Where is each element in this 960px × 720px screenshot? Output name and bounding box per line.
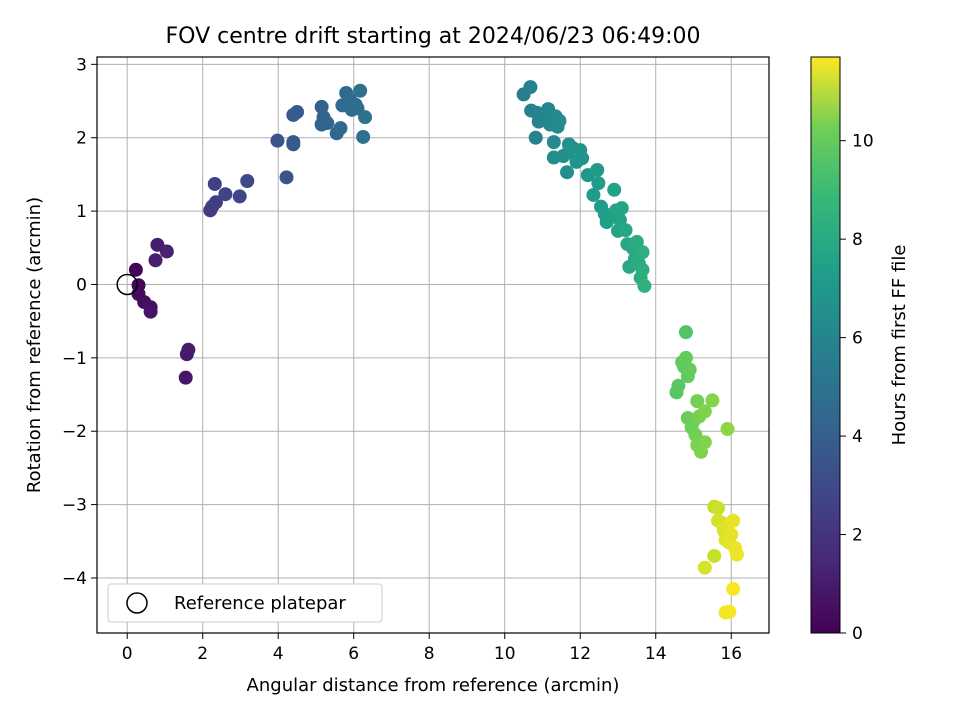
colorbar-tick-label: 4: [852, 427, 863, 447]
data-point: [207, 176, 222, 191]
reference-point-marker: [116, 273, 138, 296]
chart-title: FOV centre drift starting at 2024/06/23 …: [166, 24, 701, 49]
colorbar-gradient: [810, 56, 841, 634]
data-point: [546, 135, 561, 150]
data-point: [614, 201, 629, 216]
colorbar-tick-label: 8: [852, 230, 863, 250]
x-tick-label: 14: [645, 644, 667, 664]
x-tick-label: 4: [273, 644, 284, 664]
data-point: [707, 548, 722, 563]
data-point: [320, 116, 335, 131]
data-point: [290, 105, 305, 120]
data-point: [159, 244, 174, 259]
data-point: [286, 137, 301, 152]
x-tick-label: 16: [720, 644, 742, 664]
colorbar-ticks: 0 2 4 6 8 10: [840, 132, 874, 644]
y-tick-label: 3: [76, 55, 87, 75]
data-point: [678, 350, 693, 365]
x-tick-label: 6: [348, 644, 359, 664]
data-point: [353, 83, 368, 98]
data-point: [722, 604, 737, 619]
colorbar: 0 2 4 6 8 10 Hours from first FF file: [810, 56, 910, 644]
legend: Reference platepar: [107, 583, 383, 623]
data-point: [729, 547, 744, 562]
x-axis-label: Angular distance from reference (arcmin): [247, 675, 620, 696]
x-tick-label: 2: [197, 644, 208, 664]
data-point: [279, 170, 294, 185]
data-point: [590, 162, 605, 177]
y-tick-label: −1: [62, 349, 87, 369]
x-tick-label: 10: [494, 644, 516, 664]
colorbar-tick-label: 10: [852, 132, 874, 152]
data-point: [607, 182, 622, 197]
colorbar-tick-label: 0: [852, 624, 863, 644]
data-point: [629, 234, 644, 249]
data-point: [724, 527, 739, 542]
y-tick-label: 1: [76, 202, 87, 222]
data-point: [178, 370, 193, 385]
data-point: [356, 129, 371, 144]
y-axis-label: Rotation from reference (arcmin): [24, 197, 45, 493]
data-point: [697, 560, 712, 575]
x-tick-label: 0: [122, 644, 133, 664]
grid-lines: [97, 57, 769, 633]
data-point: [586, 187, 601, 202]
legend-box: [107, 583, 383, 623]
data-point: [523, 80, 538, 95]
y-tick-label: −3: [62, 496, 87, 516]
data-point: [637, 278, 652, 293]
y-tick-label: 0: [76, 275, 87, 295]
data-point: [560, 165, 575, 180]
data-point: [208, 195, 223, 210]
y-axis-ticks: 3 2 1 0 −1 −2 −3 −4: [62, 55, 97, 589]
data-point: [705, 393, 720, 408]
colorbar-label: Hours from first FF file: [889, 245, 910, 446]
x-axis-ticks: 0 2 4 6 8 10 12 14 16: [122, 633, 742, 664]
x-tick-label: 12: [569, 644, 591, 664]
data-point: [682, 362, 697, 377]
data-point: [240, 174, 255, 189]
data-point: [635, 245, 650, 260]
data-point: [726, 581, 741, 596]
data-point: [270, 133, 285, 148]
data-point: [618, 223, 633, 238]
data-point: [333, 121, 348, 136]
data-points: [116, 80, 744, 620]
data-point: [697, 404, 712, 419]
legend-label: Reference platepar: [174, 593, 346, 614]
data-point: [552, 113, 567, 128]
data-point: [635, 262, 650, 277]
data-point: [671, 378, 686, 393]
data-point: [232, 189, 247, 204]
data-point: [690, 394, 705, 409]
data-point: [612, 212, 627, 227]
y-tick-label: −2: [62, 422, 87, 442]
y-tick-label: 2: [76, 129, 87, 149]
y-tick-label: −4: [62, 569, 87, 589]
colorbar-tick-label: 6: [852, 329, 863, 349]
data-point: [143, 304, 158, 319]
colorbar-tick-label: 2: [852, 526, 863, 546]
data-point: [697, 435, 712, 450]
legend-marker: [126, 592, 148, 614]
data-point: [528, 130, 543, 145]
data-point: [678, 325, 693, 340]
data-point: [711, 501, 726, 516]
data-point: [591, 176, 606, 191]
data-point: [575, 151, 590, 166]
data-point: [128, 262, 143, 277]
x-tick-label: 8: [424, 644, 435, 664]
data-point: [148, 253, 163, 268]
data-point: [726, 513, 741, 528]
data-point: [358, 110, 373, 125]
data-point: [720, 422, 735, 437]
data-point: [218, 187, 233, 202]
plot-frame: [96, 56, 770, 634]
data-point: [181, 342, 196, 357]
